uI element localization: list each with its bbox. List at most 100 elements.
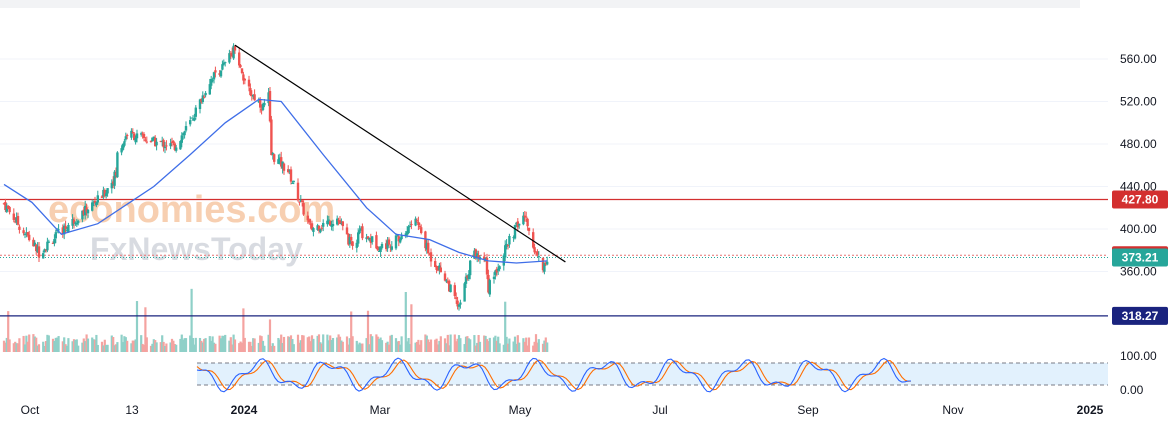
volume-bar	[33, 336, 36, 352]
candle-body	[466, 275, 469, 279]
horizontal-levels[interactable]	[0, 198, 1108, 317]
candle-body	[546, 261, 549, 265]
volume-bar	[473, 335, 476, 352]
candle-body	[341, 221, 344, 227]
trendline-group[interactable]	[234, 44, 566, 263]
volume-bar	[71, 341, 74, 352]
candlestick-series[interactable]	[2, 43, 549, 311]
volume-bar	[224, 334, 227, 352]
moving-average-line	[3, 98, 548, 264]
moving-average[interactable]	[3, 98, 548, 264]
volume-bar	[515, 343, 518, 352]
candle-body	[169, 143, 172, 147]
candle-body	[151, 137, 154, 142]
candle-body	[145, 141, 148, 143]
volume-bar	[348, 338, 351, 352]
volume-bar	[26, 341, 29, 352]
volume-bar	[291, 339, 294, 352]
stochastic-pane	[196, 357, 1108, 393]
candle-body	[105, 193, 108, 196]
volume-bar	[32, 334, 35, 352]
candle-body	[95, 202, 98, 206]
candle-body	[124, 136, 127, 140]
candle-body	[526, 218, 529, 227]
candle-body	[247, 79, 251, 87]
candle-body	[86, 209, 90, 214]
volume-bar	[263, 345, 266, 352]
candle-body	[366, 236, 370, 240]
candle-body	[350, 236, 353, 241]
candle-body	[37, 246, 41, 258]
candle-body	[131, 132, 134, 134]
candle-body	[506, 244, 510, 246]
watermark-line2: FxNewsToday	[90, 231, 303, 267]
top-toolbar	[0, 0, 1174, 40]
candle-body	[179, 141, 182, 150]
volume-bar	[387, 344, 391, 352]
candle-body	[371, 236, 374, 243]
candle-body	[436, 269, 440, 271]
price-axis[interactable]: 560.00 520.00 480.00 440.00 400.00 360.00 100.…	[1120, 52, 1157, 397]
volume-bar	[345, 336, 349, 352]
candle-body	[159, 140, 162, 142]
price-tick-label: 520.00	[1120, 95, 1157, 109]
candle-body	[277, 159, 280, 164]
candle-body	[310, 223, 314, 230]
volume-bar	[25, 335, 28, 352]
candle-body	[474, 249, 477, 257]
candle-body	[198, 99, 202, 110]
time-tick-label: Nov	[942, 403, 963, 417]
volume-bar	[456, 338, 459, 352]
candle-body	[394, 235, 398, 249]
candle-body	[23, 233, 27, 235]
volume-bar	[22, 335, 25, 352]
volume-bar	[172, 340, 175, 352]
volume-bar	[396, 341, 399, 352]
volume-bar	[375, 334, 378, 352]
volume-bar	[506, 343, 510, 352]
volume-bar	[84, 341, 87, 352]
candle-body	[312, 228, 315, 232]
volume-bar	[210, 340, 213, 352]
time-axis[interactable]: Oct 13 2024 Mar May Jul Sep Nov 2025	[21, 403, 1104, 417]
volume-bar	[386, 341, 389, 352]
candle-body	[113, 171, 116, 186]
candle-body	[508, 235, 511, 245]
candle-body	[161, 140, 164, 142]
candle-body	[142, 134, 146, 138]
candle-body	[249, 88, 252, 96]
volume-bar	[28, 334, 31, 352]
volume-bar	[277, 337, 280, 352]
volume-bar	[369, 334, 372, 352]
candle-body	[348, 237, 351, 244]
volume-bar	[252, 338, 255, 352]
volume-bar	[53, 340, 56, 352]
candle-body	[385, 243, 388, 250]
candle-body	[2, 203, 6, 205]
candle-body	[359, 228, 363, 231]
candle-body	[378, 250, 381, 252]
volume-bar	[366, 310, 370, 352]
volume-bar	[494, 335, 497, 352]
volume-bar	[355, 340, 358, 352]
volume-bar	[201, 342, 204, 352]
candle-body	[533, 247, 536, 253]
volume-bar	[161, 335, 164, 352]
volume-bar	[229, 337, 232, 352]
candle-body	[320, 227, 323, 229]
volume-bar	[485, 339, 489, 352]
volume-bar	[14, 341, 17, 352]
stochastic-k-line	[196, 357, 911, 393]
volume-bar	[317, 334, 321, 352]
candle-body	[527, 227, 531, 231]
candle-body	[240, 68, 244, 74]
time-tick-label: Oct	[21, 403, 40, 417]
candle-body	[61, 227, 64, 235]
volume-bar	[271, 343, 274, 352]
candle-body	[154, 137, 157, 147]
volume-bar	[247, 341, 251, 352]
volume-bar	[455, 341, 458, 352]
candle-body	[308, 219, 311, 223]
volume-bar	[239, 341, 242, 352]
